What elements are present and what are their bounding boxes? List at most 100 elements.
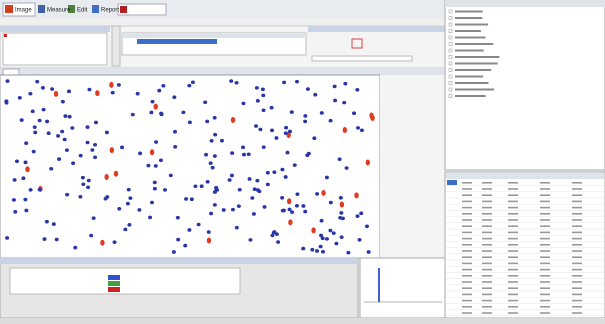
blue-particle: [120, 145, 125, 150]
cell-text: [540, 225, 550, 227]
blue-particle: [14, 159, 19, 164]
red-particle: [53, 90, 59, 97]
blue-particle: [49, 166, 54, 171]
blue-particle: [303, 119, 308, 124]
blue-particle: [269, 105, 274, 110]
checkbox-label: [455, 30, 481, 32]
blue-particle: [168, 173, 173, 178]
checkbox-label: [455, 43, 494, 45]
blue-particle: [260, 87, 265, 92]
cell-text: [572, 275, 582, 277]
blue-particle: [138, 151, 143, 156]
blue-particle: [73, 245, 78, 250]
blue-particle: [319, 218, 324, 223]
blue-particle: [37, 187, 42, 192]
cell-text: [540, 213, 550, 215]
blue-particle: [40, 86, 45, 90]
blue-particle: [287, 129, 292, 134]
cell-text: [508, 293, 518, 296]
blue-particle: [212, 203, 217, 207]
image-tab[interactable]: [117, 3, 167, 16]
cell-text: [482, 299, 492, 302]
cell-text: [540, 256, 550, 258]
blue-particle: [305, 87, 310, 91]
tab-label[interactable]: Report: [101, 8, 119, 14]
selected-row[interactable]: [137, 39, 217, 44]
blue-particle: [229, 173, 234, 178]
blue-particle: [11, 198, 16, 202]
tab-label[interactable]: Measure: [47, 8, 71, 14]
red-particle: [149, 149, 155, 156]
blue-particle: [332, 84, 337, 89]
cell-text: [508, 268, 518, 271]
blue-particle: [234, 225, 239, 230]
blue-particle: [78, 194, 83, 199]
tab-label[interactable]: Edit: [77, 8, 88, 14]
cell-text: [540, 244, 550, 246]
cell-text: [540, 262, 550, 265]
red-particle: [104, 173, 109, 180]
blue-particle: [196, 222, 201, 227]
blue-particle: [318, 244, 323, 249]
checkbox: [448, 29, 453, 33]
slider[interactable]: [311, 55, 413, 62]
blue-particle: [130, 112, 135, 117]
blue-particle: [305, 153, 310, 157]
blue-particle: [289, 110, 294, 114]
status-bar: [0, 318, 605, 324]
cell-text: [462, 194, 472, 196]
blue-particle: [234, 80, 239, 85]
blue-particle: [261, 93, 266, 98]
blue-particle: [148, 215, 153, 220]
blue-particle: [152, 186, 157, 191]
blue-particle: [33, 130, 38, 135]
color-box[interactable]: [351, 38, 363, 49]
red-particle: [339, 201, 345, 208]
cell-text: [540, 231, 550, 234]
histogram-bar: [378, 268, 380, 302]
red-particle: [95, 90, 100, 97]
blue-particle: [37, 118, 42, 123]
checkbox: [448, 35, 453, 40]
blue-particle: [199, 184, 204, 189]
blue-particle: [150, 99, 155, 104]
blue-particle: [208, 161, 213, 165]
cell-text: [572, 188, 582, 190]
blue-particle: [303, 209, 308, 214]
blue-particle: [64, 148, 69, 152]
blue-particle: [319, 233, 324, 238]
blue-particle: [328, 228, 333, 233]
blue-particle: [230, 207, 235, 212]
blue-particle: [172, 95, 177, 100]
view-tab[interactable]: [2, 68, 20, 76]
blue-particle: [282, 80, 287, 85]
red-particle: [153, 103, 158, 110]
blue-particle: [189, 197, 194, 201]
cell-text: [572, 293, 582, 296]
blue-particle: [328, 200, 333, 205]
blue-particle: [110, 90, 115, 95]
blue-particle: [237, 187, 242, 192]
blue-particle: [214, 187, 219, 192]
tab-label[interactable]: Image: [15, 8, 32, 14]
blue-particle: [324, 237, 329, 241]
cell-text: [508, 287, 518, 289]
blue-particle: [292, 163, 297, 167]
cell-text: [482, 231, 492, 234]
blue-particle: [344, 166, 349, 170]
blue-particle: [149, 200, 154, 205]
cell-text: [540, 268, 550, 271]
cell-text: [462, 182, 472, 184]
blue-particle: [135, 91, 140, 96]
blue-particle: [230, 151, 235, 155]
red-particle: [311, 227, 316, 234]
blue-particle: [187, 120, 192, 125]
checkbox: [448, 42, 453, 46]
blue-particle: [294, 203, 299, 208]
blue-particle: [50, 87, 55, 91]
blue-particle: [137, 208, 142, 212]
side-buttons: [111, 25, 121, 67]
red-particle: [288, 219, 293, 226]
blue-particle: [255, 178, 260, 183]
